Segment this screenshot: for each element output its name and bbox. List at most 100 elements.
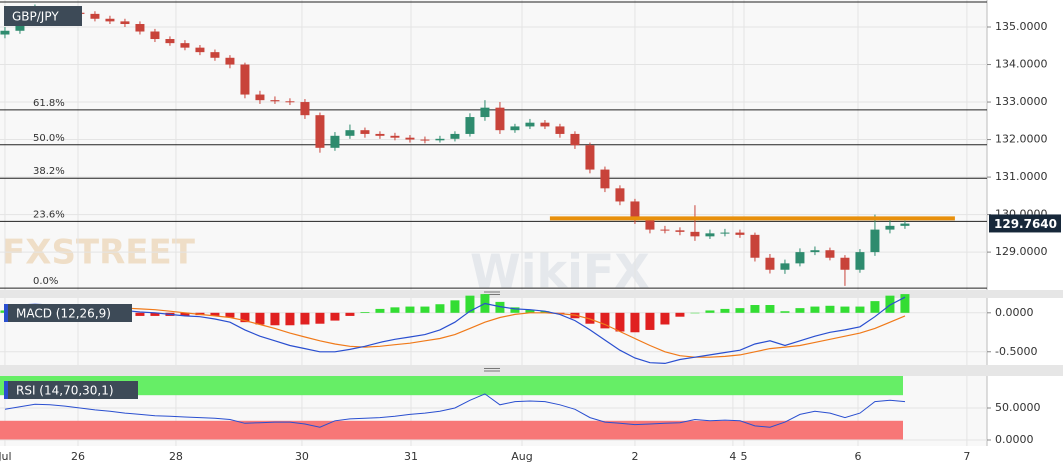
- candle-body: [120, 21, 130, 25]
- layers: FXSTREETWikiFXJul26283031Aug24567129.000…: [0, 0, 1061, 463]
- macd-histogram-bar: [885, 295, 895, 313]
- candle-body: [375, 133, 385, 136]
- fib-label: 61.8%: [33, 98, 65, 109]
- candle-body: [510, 126, 520, 131]
- macd-line: [4, 296, 906, 365]
- candle-body: [480, 107, 490, 118]
- macd-histogram-bar: [660, 312, 670, 325]
- macd-histogram-bar: [465, 295, 475, 313]
- macd-histogram-bar: [600, 312, 610, 329]
- macd-histogram-bar: [525, 309, 535, 313]
- macd-histogram-bar: [585, 312, 595, 324]
- chart-title: GBP/JPY: [12, 10, 59, 24]
- macd-histogram-bar: [735, 308, 745, 313]
- macd-histogram-bar: [870, 301, 880, 313]
- y-tick-label: 50.0000: [995, 401, 1041, 414]
- candle-body: [180, 43, 190, 48]
- candle-body: [840, 257, 850, 270]
- macd-histogram-bar: [690, 312, 700, 314]
- candle-body: [255, 94, 265, 101]
- candle-body: [450, 133, 460, 139]
- candle-body: [150, 31, 160, 40]
- y-tick-label: 133.0000: [995, 95, 1048, 108]
- macd-histogram-bar: [360, 312, 370, 313]
- candle-body: [585, 145, 595, 170]
- macd-histogram-bar: [900, 294, 910, 313]
- candle-body: [555, 126, 565, 134]
- candle-body: [270, 100, 280, 102]
- macd-histogram-bar: [825, 305, 835, 313]
- watermark: WikiFX: [470, 245, 650, 299]
- x-tick-label: 2: [631, 450, 638, 463]
- candle-body: [735, 232, 745, 235]
- indicator-color: [4, 381, 8, 399]
- macd-histogram-bar: [255, 312, 265, 325]
- last-price-label: 129.7640: [994, 217, 1057, 231]
- candle-body: [435, 138, 445, 141]
- macd-histogram-bar: [240, 312, 250, 323]
- rsi-line: [4, 393, 906, 428]
- macd-histogram-bar: [405, 306, 415, 313]
- macd-histogram-bar: [765, 305, 775, 313]
- candle-body: [210, 52, 220, 58]
- candle-body: [540, 122, 550, 127]
- macd-histogram-bar: [675, 312, 685, 317]
- candle-body: [420, 139, 430, 141]
- macd-histogram-bar: [345, 312, 355, 316]
- indicator-color: [4, 304, 8, 322]
- x-tick-label: 5: [741, 450, 748, 463]
- macd-histogram-bar: [855, 306, 865, 313]
- macd-histogram-bar: [840, 306, 850, 313]
- macd-histogram-bar: [645, 312, 655, 330]
- candle-body: [105, 18, 115, 22]
- panel-splitter[interactable]: [0, 290, 1063, 298]
- candle-body: [855, 252, 865, 270]
- macd-panel: [0, 298, 987, 365]
- macd-histogram-bar: [225, 312, 235, 318]
- last-price-box: [989, 214, 1061, 233]
- candle-body: [810, 250, 820, 253]
- candle-body: [525, 122, 535, 127]
- macd-histogram-bar: [495, 301, 505, 313]
- candle-body: [165, 39, 175, 44]
- candle-body: [405, 137, 415, 140]
- fib-label: 50.0%: [33, 133, 65, 144]
- x-tick-label: 31: [404, 450, 418, 463]
- candle-body: [690, 231, 700, 237]
- macd-histogram-bar: [390, 307, 400, 313]
- macd-histogram-bar: [150, 312, 160, 316]
- candle-body: [795, 252, 805, 264]
- macd-histogram-bar: [750, 305, 760, 313]
- x-tick-label: 4: [729, 450, 736, 463]
- candle-body: [675, 230, 685, 232]
- candle-body: [195, 47, 205, 53]
- candle-body: [600, 169, 610, 189]
- candle-body: [645, 220, 655, 230]
- x-tick-label: 26: [71, 450, 85, 463]
- x-tick-label: 30: [295, 450, 309, 463]
- candle-body: [345, 130, 355, 136]
- candle-body: [90, 13, 100, 19]
- candle-body: [825, 250, 835, 258]
- indicator-label-box: [4, 304, 132, 322]
- macd-histogram-bar: [510, 307, 520, 313]
- candle-body: [720, 232, 730, 234]
- indicator-label-box: [4, 381, 138, 399]
- candle-body: [870, 229, 880, 253]
- x-tick-label: Jul: [0, 450, 12, 463]
- candle-body: [705, 233, 715, 237]
- x-tick-label: 6: [855, 450, 862, 463]
- candle-body: [240, 64, 250, 95]
- macd-histogram-bar: [135, 312, 145, 316]
- y-tick-label: -0.5000: [995, 345, 1037, 358]
- y-tick-label: 132.0000: [995, 133, 1048, 146]
- fib-label: 0.0%: [33, 276, 58, 287]
- candle-body: [765, 257, 775, 270]
- panel-splitter[interactable]: [0, 365, 1063, 376]
- candle-body: [750, 234, 760, 258]
- candle-body: [330, 135, 340, 148]
- candle-body: [360, 130, 370, 134]
- fib-label: 23.6%: [33, 209, 65, 220]
- candle-body: [660, 229, 670, 231]
